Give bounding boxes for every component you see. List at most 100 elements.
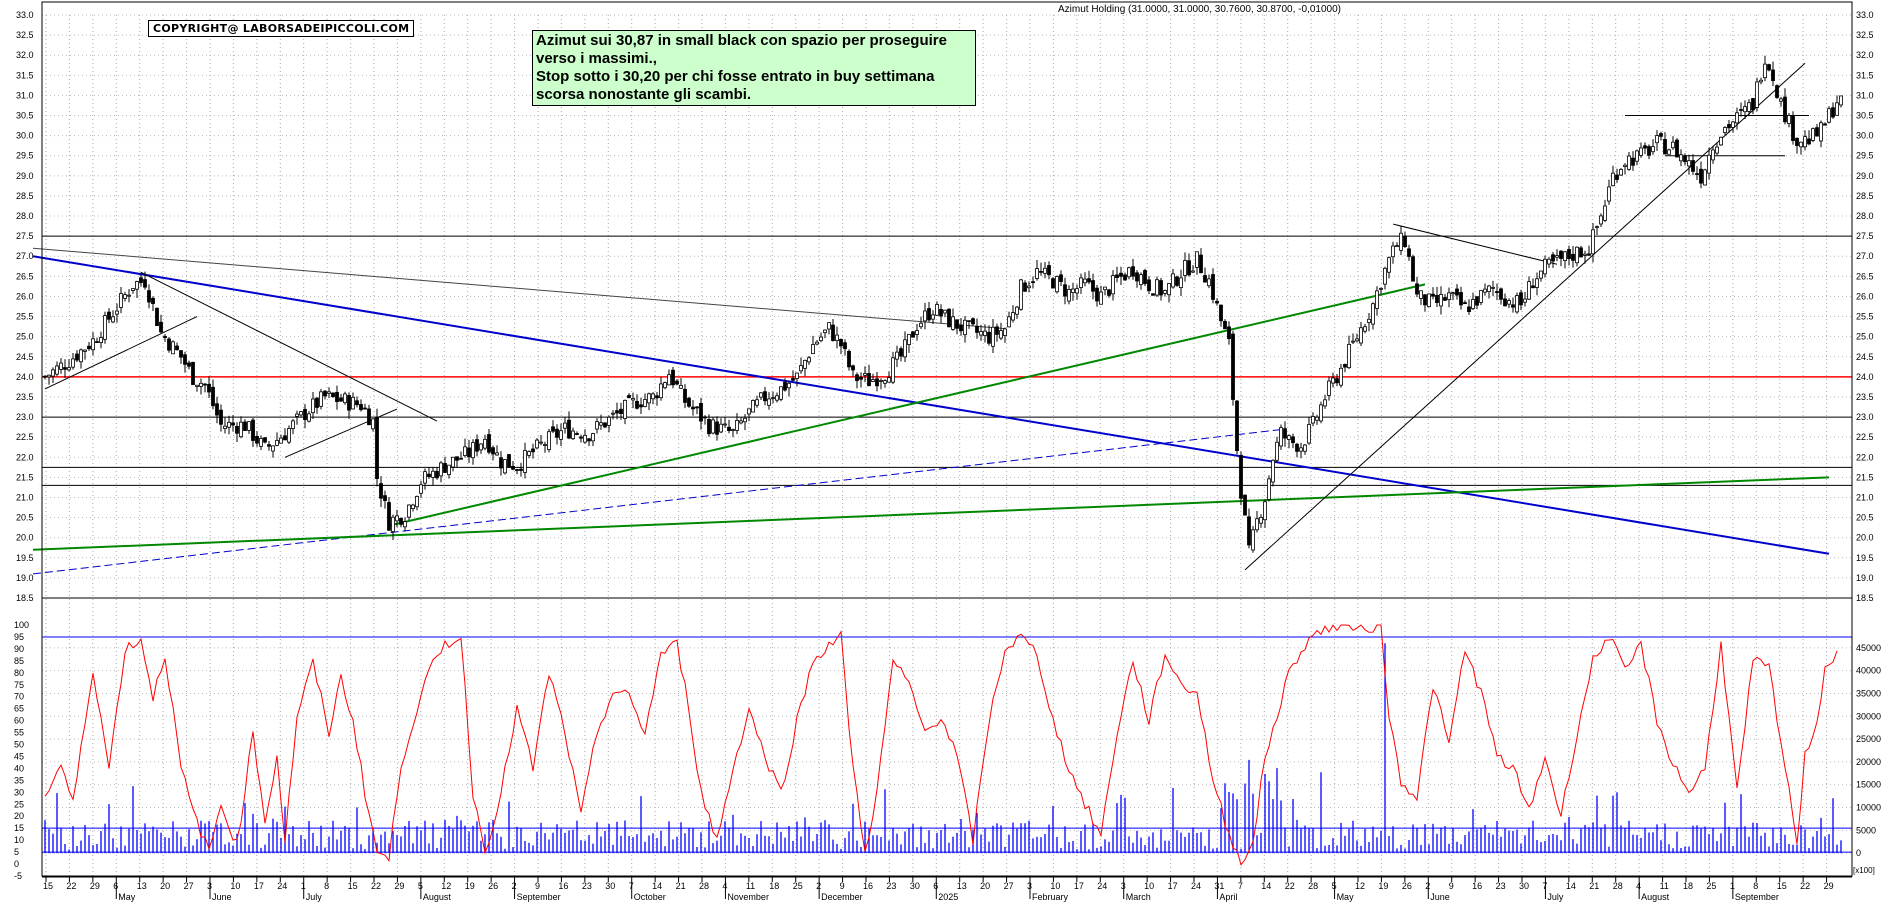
candle-body xyxy=(1371,303,1375,325)
candle-body xyxy=(1003,328,1007,336)
y-tick-label-left: 26.0 xyxy=(16,291,34,301)
candle-body xyxy=(399,518,403,525)
candle-body xyxy=(355,400,359,406)
candle-body xyxy=(431,470,435,478)
candle-body xyxy=(1059,274,1063,282)
candle-body xyxy=(1075,288,1079,294)
candle-body xyxy=(207,384,211,393)
candle-body xyxy=(967,320,971,323)
y-tick-label-left: 22.5 xyxy=(16,432,34,442)
x-day-label: 31 xyxy=(1214,881,1224,891)
candle-body xyxy=(523,450,527,473)
candle-body xyxy=(715,421,719,435)
x-day-label: 29 xyxy=(90,881,100,891)
candle-body xyxy=(731,429,735,431)
candle-body xyxy=(1419,290,1423,299)
candle-body xyxy=(1231,333,1235,400)
y-tick-label-left: 26.5 xyxy=(16,271,34,281)
candle-body xyxy=(1523,298,1527,303)
candle-body xyxy=(571,430,575,440)
candle-body xyxy=(1619,169,1623,176)
candle-body xyxy=(779,386,783,400)
candle-body xyxy=(1615,174,1619,180)
x-day-label: 27 xyxy=(184,881,194,891)
candle-body xyxy=(1303,444,1307,452)
candle-body xyxy=(739,420,743,424)
volume-layer xyxy=(42,643,1852,854)
line-layer xyxy=(32,62,1852,575)
candle-body xyxy=(1251,529,1255,551)
x-day-label: 25 xyxy=(1706,881,1716,891)
candle-body xyxy=(1279,427,1283,447)
candle-body xyxy=(335,391,339,402)
candle-body xyxy=(543,444,547,446)
candle-body xyxy=(1515,295,1519,313)
candle-body xyxy=(1691,160,1695,172)
candle-body xyxy=(379,483,383,499)
candle-body xyxy=(1311,416,1315,424)
x-day-label: 16 xyxy=(863,881,873,891)
y-tick-label-left: 27.0 xyxy=(16,251,34,261)
candle-body xyxy=(1271,459,1275,483)
candle-body xyxy=(663,382,667,389)
candle-body xyxy=(547,431,551,450)
candle-body xyxy=(1811,128,1815,141)
candle-body xyxy=(1503,298,1507,307)
y-tick-label-right: 27.5 xyxy=(1856,231,1874,241)
y-tick-label-left: 32.0 xyxy=(16,50,34,60)
candle-body xyxy=(955,319,959,329)
candle-body xyxy=(1107,289,1111,296)
candle-body xyxy=(1603,205,1607,221)
candle-body xyxy=(1651,146,1655,153)
x-day-label: 27 xyxy=(1004,881,1014,891)
candle-body xyxy=(1415,283,1419,295)
candle-body xyxy=(87,345,91,350)
candle-body xyxy=(947,308,951,328)
comment-line-2: verso i massimi., xyxy=(536,50,657,67)
candle-body xyxy=(299,411,303,416)
x-month-label: September xyxy=(1735,892,1779,902)
candle-body xyxy=(55,365,59,375)
x-day-label: 29 xyxy=(394,881,404,891)
candle-body xyxy=(1487,285,1491,293)
candle-body xyxy=(51,369,55,377)
candle-body xyxy=(555,428,559,438)
candle-body xyxy=(447,464,451,476)
candle-body xyxy=(367,408,371,426)
candle-body xyxy=(883,380,887,384)
x-day-label: 24 xyxy=(1097,881,1107,891)
candle-body xyxy=(439,462,443,477)
y-tick-label-right: 23.0 xyxy=(1856,412,1874,422)
chart-title: Azimut Holding (31.0000, 31.0000, 30.760… xyxy=(1058,4,1341,15)
candle-body xyxy=(1823,123,1827,126)
candle-body xyxy=(63,367,67,370)
candle-body xyxy=(751,400,755,413)
candle-body xyxy=(147,290,151,303)
candle-body xyxy=(391,516,395,533)
candle-body xyxy=(467,447,471,458)
candle-body xyxy=(627,395,631,399)
candle-body xyxy=(1623,164,1627,167)
y-tick-label-left: 23.0 xyxy=(16,412,34,422)
candle-body xyxy=(519,468,523,471)
candle-body xyxy=(1799,141,1803,148)
candle-body xyxy=(1711,149,1715,161)
candle-body xyxy=(1079,277,1083,288)
y-tick-label-left: 29.0 xyxy=(16,171,34,181)
candle-body xyxy=(103,315,107,340)
y-tick-label-right: 30.5 xyxy=(1856,111,1874,121)
volume-tick-label: 30000 xyxy=(1856,711,1881,721)
y-tick-label-right: 20.5 xyxy=(1856,513,1874,523)
candle-body xyxy=(475,439,479,452)
y-tick-label-left: 21.0 xyxy=(16,492,34,502)
x-month-label: February xyxy=(1032,892,1069,902)
candle-body xyxy=(191,362,195,385)
candle-body xyxy=(1367,318,1371,323)
x-day-label: 14 xyxy=(1261,881,1271,891)
candle-body xyxy=(527,451,531,456)
candle-body xyxy=(1803,136,1807,148)
candle-body xyxy=(1243,494,1247,516)
x-day-label: 17 xyxy=(1168,881,1178,891)
candle-body xyxy=(695,406,699,409)
candle-body xyxy=(943,309,947,314)
